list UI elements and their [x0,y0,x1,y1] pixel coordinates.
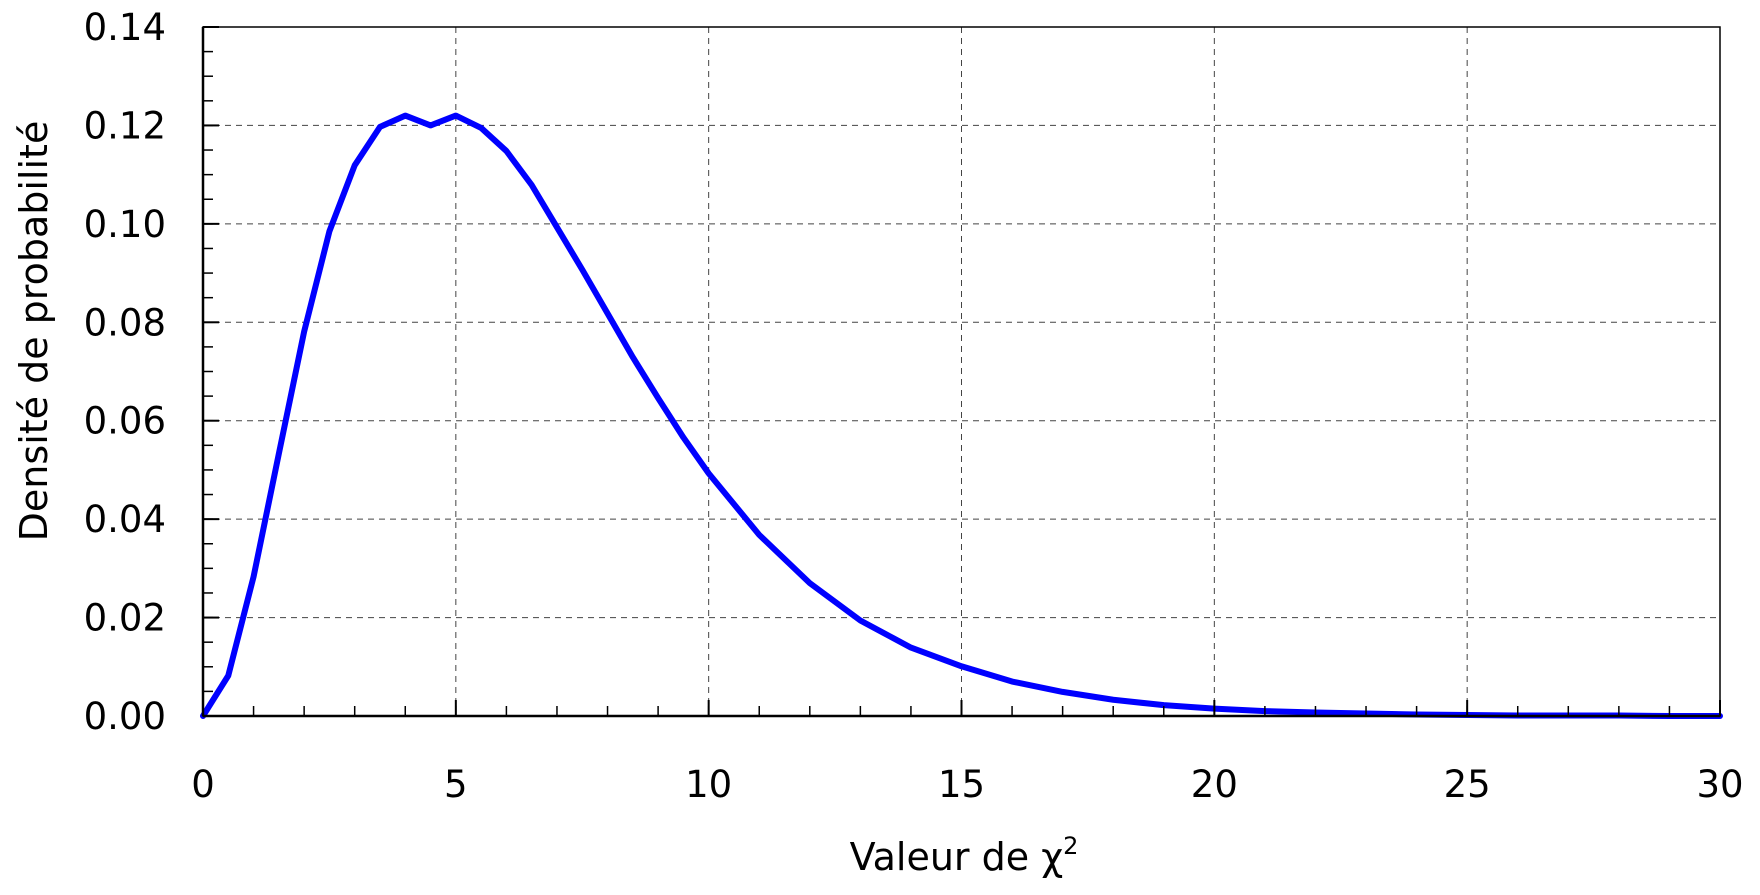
x-axis-label: Valeur de χ2 [850,832,1079,879]
x-tick-label: 5 [444,763,468,806]
grid-lines [203,27,1720,716]
y-tick-label: 0.02 [84,597,166,640]
y-axis-label: Densité de probabilité [12,121,56,542]
y-tick-label: 0.12 [84,104,166,147]
x-axis-label-text: Valeur de χ [850,835,1064,879]
y-tick-label: 0.08 [84,301,166,344]
x-tick-label: 25 [1444,763,1491,806]
x-tick-label: 20 [1191,763,1238,806]
x-tick-label: 30 [1696,763,1743,806]
y-tick-label: 0.00 [84,695,166,738]
x-tick-label: 0 [191,763,215,806]
density-curve [200,112,1723,719]
x-tick-label: 10 [685,763,732,806]
y-tick-label: 0.14 [84,6,166,49]
tick-labels: 0 5 10 15 20 25 30 0.00 0.02 0.04 0.06 0.08 0.10 0.12… [84,6,1744,806]
y-tick-label: 0.10 [84,203,166,246]
curve-layer [200,112,1723,719]
x-tick-label: 15 [938,763,985,806]
y-tick-label: 0.06 [84,400,166,443]
x-axis-label-superscript: 2 [1063,832,1078,860]
y-tick-label: 0.04 [84,498,166,541]
axes [201,26,1721,718]
